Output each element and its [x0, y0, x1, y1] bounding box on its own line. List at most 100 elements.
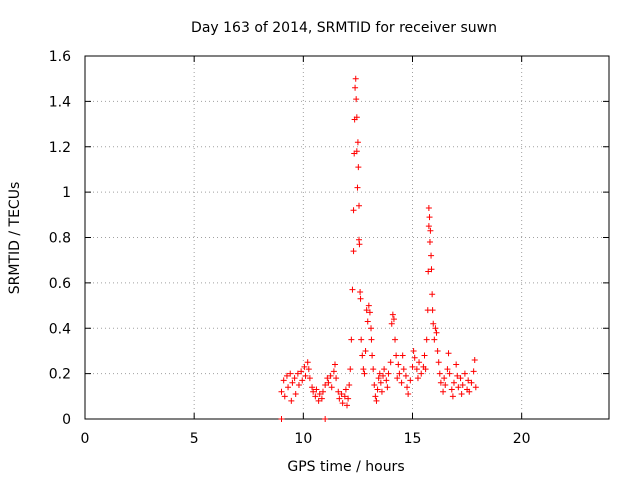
data-point: [457, 375, 464, 382]
data-point: [425, 268, 432, 275]
y-tick-label: 1.6: [49, 49, 71, 65]
data-point: [294, 370, 301, 377]
y-tick-label: 0.4: [49, 321, 71, 337]
data-point: [354, 139, 361, 146]
data-point: [365, 302, 372, 309]
data-point: [281, 393, 288, 400]
data-point: [393, 352, 400, 359]
data-point: [395, 361, 402, 368]
data-point: [428, 252, 435, 259]
data-point: [414, 375, 421, 382]
data-point: [398, 379, 405, 386]
data-point: [352, 84, 359, 91]
data-point: [330, 368, 337, 375]
data-point: [302, 372, 309, 379]
data-point: [377, 379, 384, 386]
data-point: [295, 381, 302, 388]
data-point: [423, 336, 430, 343]
data-point: [278, 388, 285, 395]
data-point: [429, 307, 436, 314]
data-point: [470, 368, 477, 375]
data-point: [292, 391, 299, 398]
data-point: [370, 366, 377, 373]
data-point: [372, 393, 379, 400]
y-tick-label: 1.2: [49, 140, 71, 156]
data-point: [328, 384, 335, 391]
x-tick-label: 5: [190, 431, 199, 447]
axis-ticks: 0 5 10 15 20 0 0.2 0.4 0.6 0.8 1 1.2 1.4 1.6: [49, 49, 609, 447]
data-point: [368, 336, 375, 343]
data-point: [339, 400, 346, 407]
data-point: [352, 75, 359, 82]
y-axis-label: SRMTID / TECUs: [7, 182, 23, 295]
data-point: [450, 379, 457, 386]
data-point: [455, 384, 462, 391]
data-point: [436, 370, 443, 377]
data-point: [471, 357, 478, 364]
data-point: [333, 375, 340, 382]
data-point: [359, 352, 366, 359]
data-point: [312, 393, 319, 400]
data-point: [316, 391, 323, 398]
data-point: [373, 397, 380, 404]
data-point: [287, 370, 294, 377]
data-point: [356, 241, 363, 248]
data-point: [413, 366, 420, 373]
data-point: [346, 381, 353, 388]
data-point: [421, 352, 428, 359]
data-point: [404, 384, 411, 391]
data-point: [344, 402, 350, 409]
data-point: [322, 381, 329, 388]
data-point: [453, 361, 460, 368]
data-point: [445, 350, 452, 357]
data-point: [394, 375, 401, 382]
data-point: [461, 370, 468, 377]
data-point: [425, 205, 432, 212]
data-point: [280, 377, 287, 384]
data-point: [368, 325, 375, 332]
data-point: [358, 336, 365, 343]
data-point: [430, 320, 437, 327]
data-point: [309, 384, 316, 391]
data-point: [357, 288, 364, 295]
data-point: [429, 291, 436, 298]
data-point: [322, 416, 329, 422]
data-point: [376, 370, 383, 377]
data-point: [434, 347, 441, 354]
data-point: [348, 336, 355, 343]
data-point: [361, 370, 368, 377]
data-point: [383, 377, 390, 384]
data-point: [363, 307, 370, 314]
data-point: [380, 372, 387, 379]
data-point: [425, 223, 432, 230]
data-point: [449, 393, 456, 400]
data-point: [291, 375, 298, 382]
data-point: [402, 372, 409, 379]
data-point: [426, 239, 433, 246]
data-point: [353, 114, 360, 121]
data-point: [347, 366, 354, 373]
data-point: [410, 347, 417, 354]
x-tick-label: 0: [81, 431, 90, 447]
data-point: [459, 381, 466, 388]
data-point: [319, 388, 326, 395]
plot-frame: [84, 55, 610, 420]
data-point: [299, 377, 306, 384]
data-point: [356, 202, 363, 209]
data-point: [446, 370, 453, 377]
y-tick-label: 0: [62, 412, 71, 428]
data-point: [468, 379, 475, 386]
data-point: [301, 363, 308, 370]
data-point: [285, 384, 292, 391]
data-point: [305, 366, 312, 373]
data-point: [426, 214, 433, 221]
data-point: [435, 359, 442, 366]
data-point: [357, 295, 364, 302]
data-point: [369, 352, 376, 359]
data-point: [433, 329, 440, 336]
data-point: [389, 311, 396, 318]
data-point: [375, 375, 382, 382]
data-point: [354, 184, 361, 191]
data-points: [278, 75, 479, 422]
x-tick-label: 15: [404, 431, 422, 447]
